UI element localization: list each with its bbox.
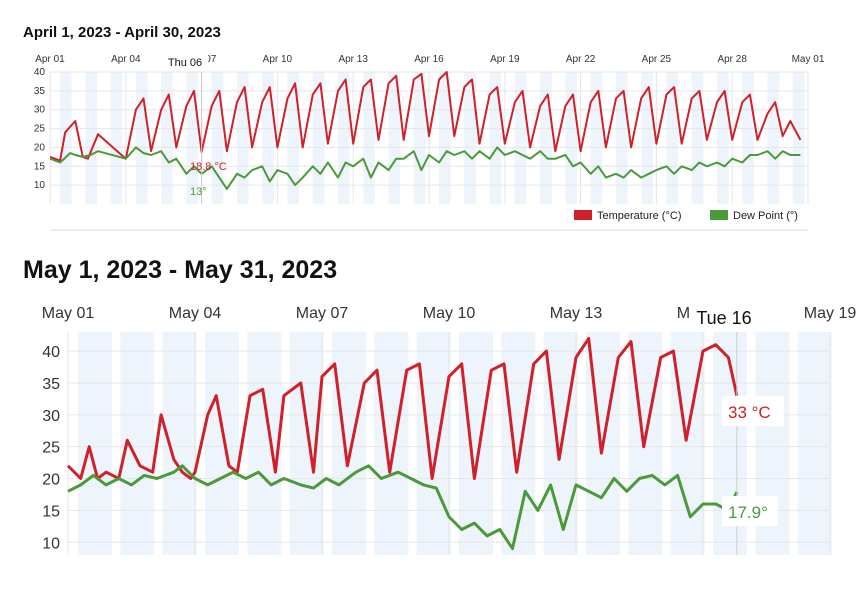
legend-temp-label: Temperature (°C) — [597, 210, 681, 222]
night-band — [337, 72, 350, 204]
dew-point-line — [67, 464, 739, 551]
chart2-title: May 1, 2023 - May 31, 2023 — [23, 256, 338, 284]
y-tick-label: 15 — [42, 503, 60, 520]
temperature-line — [66, 336, 739, 480]
night-band — [161, 72, 173, 204]
tooltip-temp-bg — [722, 396, 784, 426]
x-tick-label: Apr 25 — [642, 54, 672, 65]
x-tick-label: May 01 — [42, 305, 95, 322]
night-band — [287, 72, 300, 204]
night-band — [742, 72, 754, 204]
night-band — [211, 72, 224, 204]
legend-dew-label: Dew Point (°) — [733, 210, 798, 222]
y-tick-label: 40 — [42, 344, 60, 361]
night-band — [459, 332, 493, 555]
x-tick-label: May 01 — [792, 54, 825, 65]
night-band — [388, 72, 401, 204]
night-band — [60, 72, 72, 204]
night-band — [247, 332, 282, 555]
x-tick-label: Apr 16 — [414, 54, 444, 65]
x-tick-label: May 04 — [169, 305, 222, 322]
y-tick-label: 15 — [34, 161, 46, 172]
night-band — [666, 72, 679, 204]
tooltip-dew-point: 13° — [190, 186, 207, 198]
x-tick-label: May 07 — [296, 305, 349, 322]
night-band — [416, 332, 451, 555]
night-band — [489, 72, 502, 204]
night-band — [540, 72, 552, 204]
dew-point-line — [49, 146, 801, 190]
night-band — [186, 72, 199, 204]
night-band — [374, 332, 409, 555]
x-tick-label: Apr 01 — [35, 54, 65, 65]
y-tick-label: 40 — [34, 67, 46, 78]
chart1-title: April 1, 2023 - April 30, 2023 — [23, 24, 221, 41]
night-band — [691, 72, 704, 204]
tooltip-date: Thu 06 — [168, 57, 202, 69]
night-band — [85, 72, 97, 204]
night-band — [262, 72, 274, 204]
y-tick-label: 35 — [34, 86, 46, 97]
night-band — [413, 72, 426, 204]
night-band — [312, 72, 325, 204]
y-tick-label: 25 — [34, 124, 46, 135]
x-tick-label: Apr 10 — [263, 54, 293, 65]
night-band — [590, 72, 603, 204]
night-band — [439, 72, 451, 204]
y-tick-label: 10 — [34, 180, 46, 191]
x-tick-label: May 10 — [423, 305, 476, 322]
night-band — [716, 72, 729, 204]
night-band — [78, 332, 112, 555]
tooltip-dew-bg — [722, 496, 778, 526]
x-tick-label: Apr 13 — [338, 54, 368, 65]
night-band — [205, 332, 239, 555]
night-band — [135, 72, 148, 204]
night-band — [615, 72, 628, 204]
x-tick-label: Apr 19 — [490, 54, 520, 65]
tooltip-dew-point: 17.9° — [728, 503, 768, 522]
night-band — [236, 72, 249, 204]
x-tick-label: Apr 22 — [566, 54, 596, 65]
night-band — [289, 332, 324, 555]
y-tick-label: 20 — [34, 142, 46, 153]
legend-dew-swatch — [710, 210, 728, 220]
night-band — [332, 332, 366, 555]
tooltip-date-bg — [162, 54, 208, 71]
y-tick-label: 25 — [42, 440, 60, 457]
y-tick-label: 30 — [42, 408, 60, 425]
night-band — [565, 72, 578, 204]
x-tick-label: May 19 — [804, 305, 857, 322]
tooltip-date-bg — [690, 304, 758, 332]
y-tick-label: 10 — [42, 535, 60, 552]
y-tick-label: 35 — [42, 376, 60, 393]
night-band — [363, 72, 375, 204]
tooltip-temperature: 33 °C — [728, 403, 771, 422]
night-band — [464, 72, 476, 204]
temperature-line — [49, 71, 802, 162]
legend-temp-swatch — [574, 210, 592, 220]
night-band — [110, 72, 123, 204]
night-band — [641, 72, 653, 204]
night-band — [767, 72, 780, 204]
night-band — [797, 332, 832, 555]
tooltip-temperature: 18.8 °C — [190, 161, 227, 173]
x-tick-label: Apr 04 — [111, 54, 141, 65]
x-tick-label: May 13 — [550, 305, 603, 322]
x-tick-label: Apr 28 — [717, 54, 747, 65]
y-tick-label: 30 — [34, 105, 46, 116]
tooltip-date: Tue 16 — [696, 308, 751, 328]
night-band — [514, 72, 527, 204]
y-tick-label: 20 — [42, 472, 60, 489]
